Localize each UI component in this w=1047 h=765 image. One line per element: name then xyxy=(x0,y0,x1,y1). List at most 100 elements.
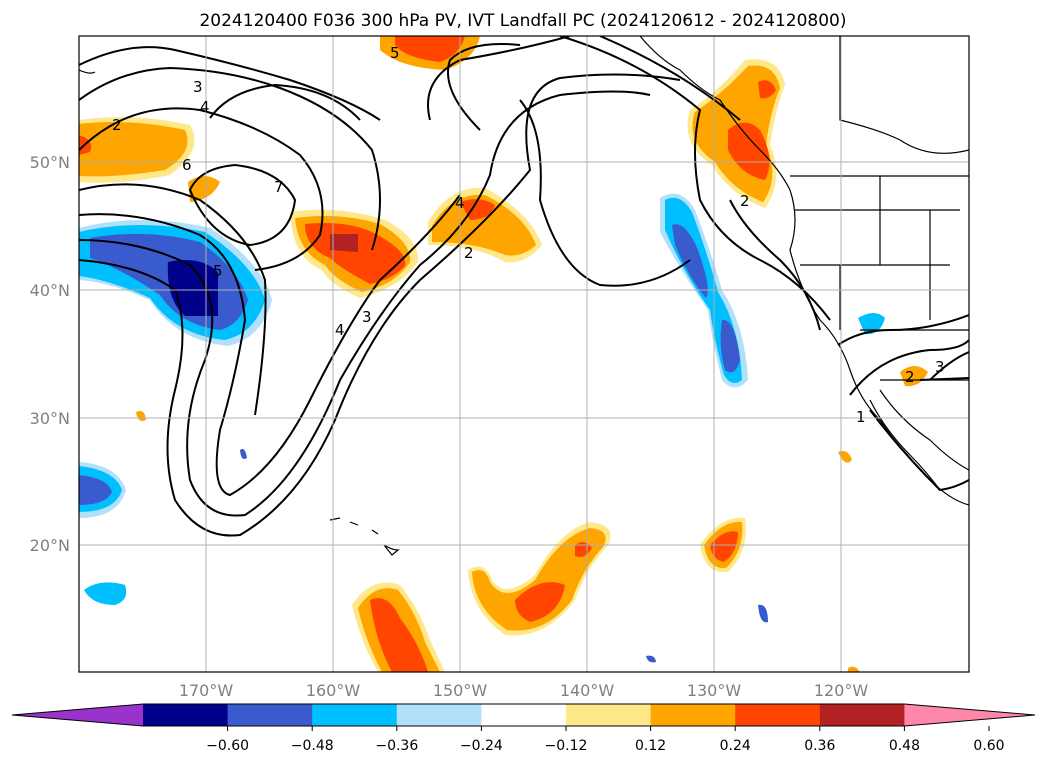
pv-contour-line xyxy=(188,163,297,247)
state-borders xyxy=(795,176,969,381)
positive-anomaly-region xyxy=(395,36,465,62)
positive-anomaly-region xyxy=(710,531,738,562)
positive-anomaly-region xyxy=(575,542,592,557)
negative-anomaly-region xyxy=(167,259,218,316)
positive-anomaly-region xyxy=(79,122,188,177)
colorbar-tick-label: 0.60 xyxy=(973,738,1004,754)
colorbar-outline xyxy=(11,703,1036,727)
pv-contour-line xyxy=(79,90,651,517)
contour-label: 2 xyxy=(740,192,750,210)
positive-anomaly-region xyxy=(900,366,928,387)
baja-california-coast xyxy=(869,399,941,491)
positive-anomaly-region xyxy=(758,80,776,99)
colorbar-segment xyxy=(227,704,313,726)
colorbar-extend-max xyxy=(904,704,1035,726)
pv-contour-line xyxy=(79,194,461,497)
colorbar-tick-label: −0.12 xyxy=(545,738,588,754)
lat-tick-label: 20°N xyxy=(30,536,70,555)
contour-labels: 3 4 6 7 5 2 3 4 2 5 4 2 1 3 2 xyxy=(112,44,945,426)
pv-contour-line xyxy=(79,46,381,121)
positive-anomaly-region xyxy=(432,194,536,256)
pv-contour-line xyxy=(447,43,521,131)
pv-contour-line xyxy=(79,66,381,251)
pv-contour-line xyxy=(929,351,969,381)
north-america-coastline xyxy=(639,36,969,506)
lat-tick-label: 30°N xyxy=(30,409,70,428)
colorbar-segment xyxy=(650,704,736,726)
colorbar-tick-label: −0.36 xyxy=(375,738,418,754)
positive-anomaly-region xyxy=(472,528,606,631)
negative-anomaly-region xyxy=(646,655,656,663)
map-frame xyxy=(78,35,970,673)
gulf-of-california-coast xyxy=(879,389,969,471)
colorbar-tick-label: 0.12 xyxy=(635,738,666,754)
coastlines xyxy=(79,36,969,556)
contour-label: 3 xyxy=(935,358,945,376)
positive-anomaly-region xyxy=(370,598,428,672)
colorbar-segment xyxy=(735,704,821,726)
contour-label: 7 xyxy=(274,178,284,196)
alaska-border xyxy=(839,36,969,154)
figure-title: 2024120400 F036 300 hPa PV, IVT Landfall… xyxy=(199,11,846,31)
pv-contour-line xyxy=(849,339,969,396)
lon-tick-label: 140°W xyxy=(560,681,615,700)
shaded-field xyxy=(79,36,928,672)
negative-anomaly-region xyxy=(79,475,112,505)
positive-anomaly-region xyxy=(188,176,220,202)
colorbar-segment xyxy=(481,704,567,726)
pv-contours xyxy=(79,36,969,537)
hawaii-islands xyxy=(329,517,400,556)
lat-tick-label: 50°N xyxy=(30,153,70,172)
contour-label: 2 xyxy=(905,368,915,386)
colorbar-tick-label: 0.24 xyxy=(720,738,751,754)
lon-axis: 170°W 160°W 150°W 140°W 130°W 120°W xyxy=(179,681,869,700)
negative-anomaly-region xyxy=(720,319,740,373)
lon-tick-label: 120°W xyxy=(814,681,869,700)
colorbar-segment xyxy=(396,704,482,726)
lon-tick-label: 150°W xyxy=(433,681,488,700)
negative-anomaly-region xyxy=(84,582,127,605)
lon-tick-label: 130°W xyxy=(687,681,742,700)
colorbar-segment xyxy=(143,704,229,726)
positive-anomaly-region xyxy=(848,666,860,672)
lon-tick-label: 170°W xyxy=(179,681,234,700)
colorbar: −0.60 −0.48 −0.36 −0.24 −0.12 0.12 0.24 0.36 0.4… xyxy=(11,703,1036,754)
gridlines xyxy=(79,36,969,672)
pv-contour-line xyxy=(559,36,831,321)
colorbar-segment xyxy=(819,704,905,726)
contour-label: 6 xyxy=(182,156,192,174)
lon-tick-label: 160°W xyxy=(306,681,361,700)
contour-label: 4 xyxy=(335,321,345,339)
map-background xyxy=(79,36,969,672)
lat-tick-label: 40°N xyxy=(30,281,70,300)
positive-anomaly-region xyxy=(728,122,770,180)
colorbar-segment xyxy=(312,704,398,726)
pv-contour-line xyxy=(519,99,691,287)
contour-label: 5 xyxy=(390,44,400,62)
contour-label: 3 xyxy=(362,308,372,326)
negative-anomaly-region xyxy=(758,604,768,623)
colorbar-segment xyxy=(566,704,652,726)
colorbar-extend-min xyxy=(12,704,143,726)
contour-label: 2 xyxy=(112,116,122,134)
negative-anomaly-region xyxy=(240,449,247,459)
positive-anomaly-region xyxy=(330,234,358,252)
contour-label: 2 xyxy=(464,244,474,262)
contour-label: 1 xyxy=(856,408,866,426)
pv-contour-line xyxy=(79,183,267,416)
colorbar-tick-label: −0.48 xyxy=(291,738,334,754)
positive-anomaly-region xyxy=(515,582,565,622)
contour-label: 4 xyxy=(455,194,465,212)
colorbar-tick-label: 0.48 xyxy=(889,738,920,754)
contour-label: 5 xyxy=(213,262,223,280)
contour-label: 3 xyxy=(193,78,203,96)
colorbar-tick-label: 0.36 xyxy=(804,738,835,754)
lat-axis: 50°N 40°N 30°N 20°N xyxy=(30,153,70,555)
colorbar-tick-label: −0.60 xyxy=(206,738,249,754)
aleutian-islands xyxy=(79,69,96,74)
pv-contour-line xyxy=(79,107,324,271)
negative-anomaly-region xyxy=(858,313,885,335)
colorbar-tick-label: −0.24 xyxy=(460,738,503,754)
pv-contour-line xyxy=(209,83,361,121)
